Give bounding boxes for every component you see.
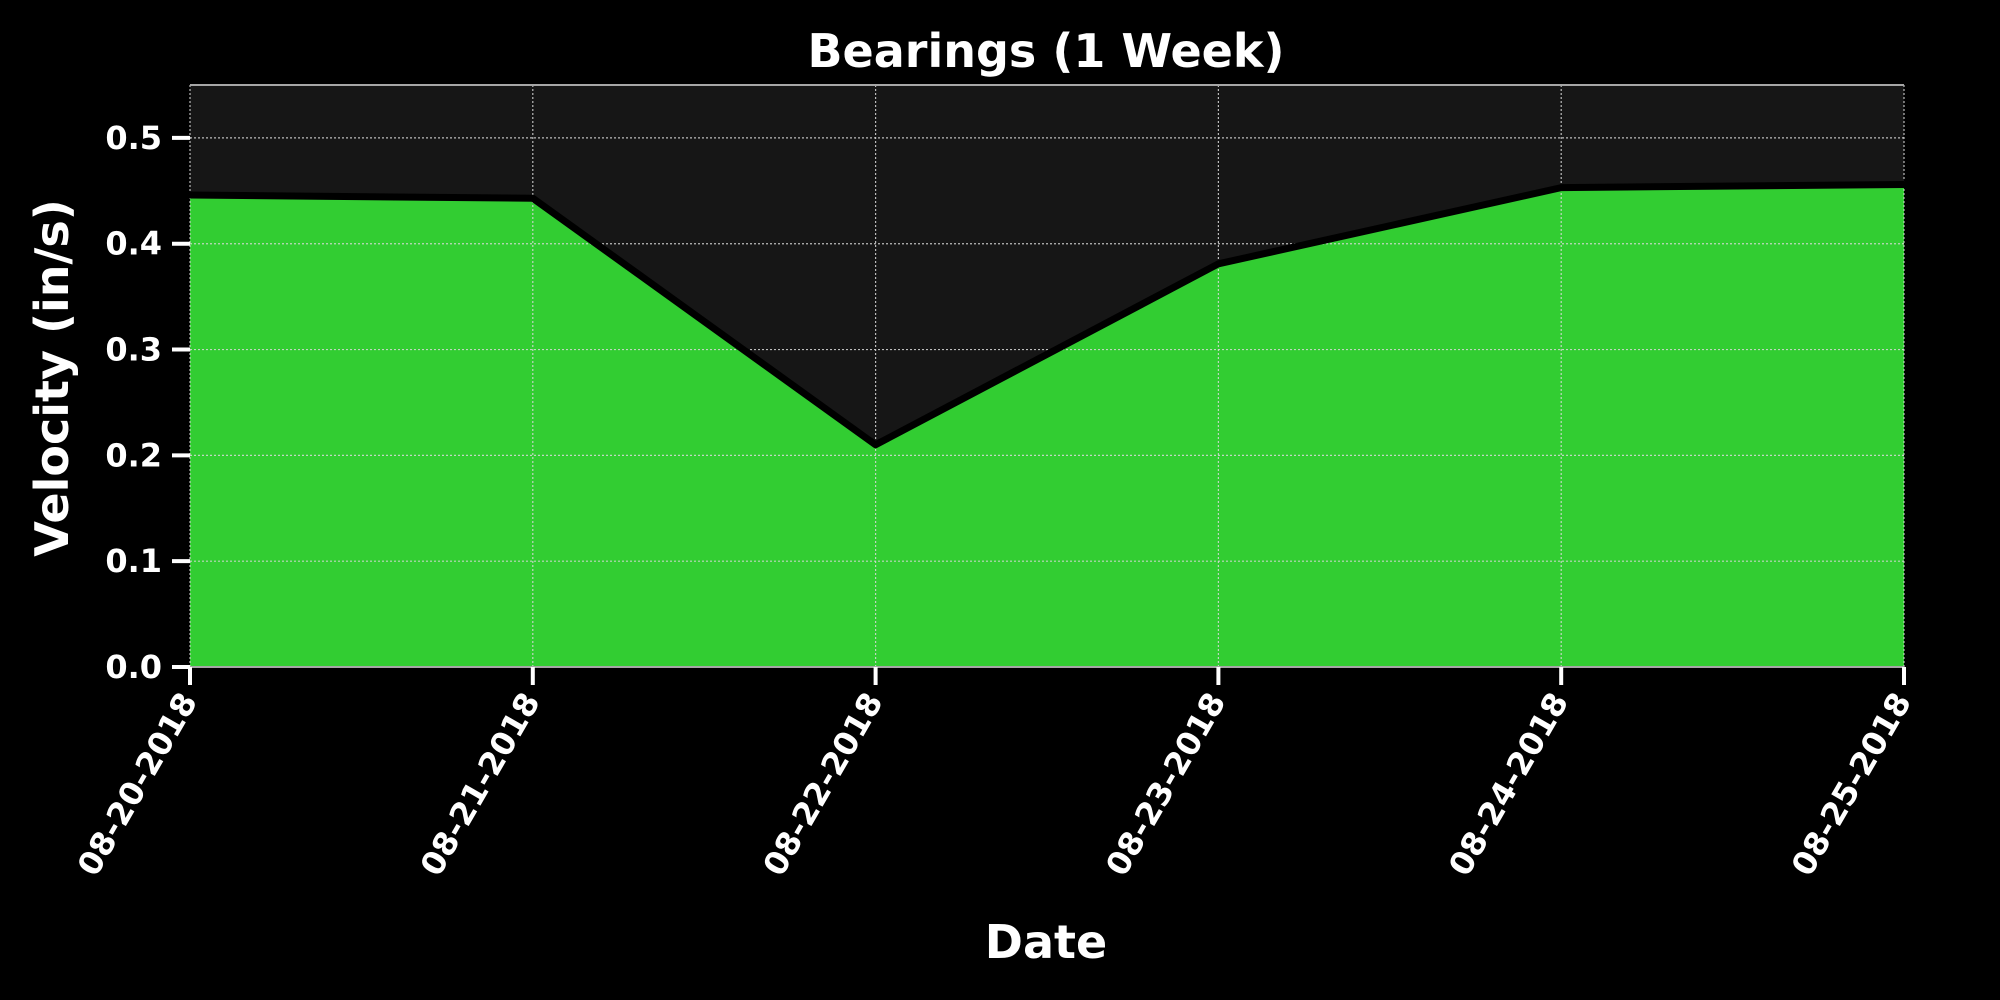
velocity-area-fill: [190, 184, 1904, 667]
y-tick-label: 0.5: [105, 119, 162, 157]
velocity-line: [186, 180, 1908, 449]
x-axis-label: Date: [985, 915, 1107, 969]
y-tick-label: 0.0: [105, 648, 162, 686]
y-tick-label: 0.1: [105, 542, 162, 580]
plot-area: [186, 85, 1908, 668]
y-axis-label: Velocity (in/s): [25, 199, 79, 556]
y-tick-label: 0.4: [105, 225, 162, 263]
y-tick-label: 0.2: [105, 436, 162, 474]
chart-title: Bearings (1 Week): [808, 24, 1285, 78]
y-tick-label: 0.3: [105, 331, 162, 369]
